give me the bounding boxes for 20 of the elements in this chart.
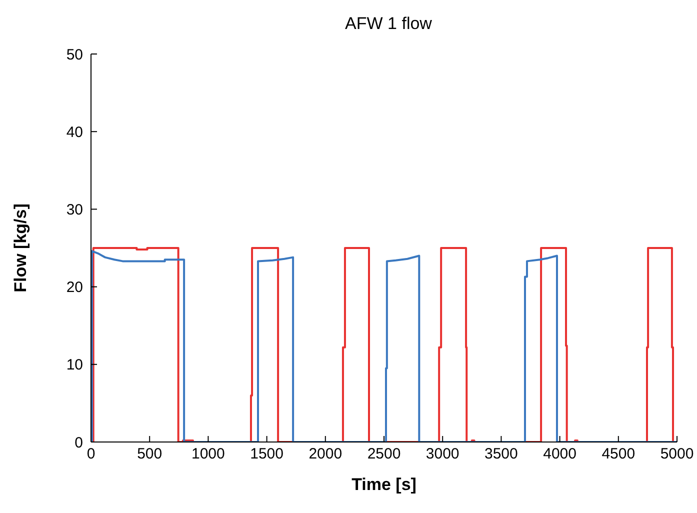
- x-tick-label: 4500: [602, 446, 636, 463]
- x-tick-label: 5000: [660, 446, 694, 463]
- x-tick-label: 3500: [484, 446, 518, 463]
- x-tick-label: 2000: [308, 446, 342, 463]
- x-tick-label: 1500: [250, 446, 284, 463]
- x-tick-label: 4000: [543, 446, 576, 463]
- x-tick-label: 500: [137, 446, 162, 463]
- y-tick-label: 10: [66, 356, 83, 374]
- x-tick-label: 3000: [426, 446, 460, 463]
- y-tick-label: 30: [66, 202, 83, 219]
- x-tick-label: 2500: [367, 446, 401, 463]
- x-tick-label: 1000: [192, 446, 225, 463]
- y-axis-title: Flow [kg/s]: [11, 204, 30, 292]
- x-tick-label: 0: [86, 446, 96, 463]
- y-tick-label: 50: [66, 46, 83, 64]
- chart-title: AFW 1 flow: [344, 14, 433, 34]
- x-axis-title: Time [s]: [352, 475, 416, 494]
- y-tick-label: 40: [66, 124, 83, 141]
- y-tick-label: 20: [66, 279, 83, 296]
- y-tick-label: 0: [74, 434, 83, 452]
